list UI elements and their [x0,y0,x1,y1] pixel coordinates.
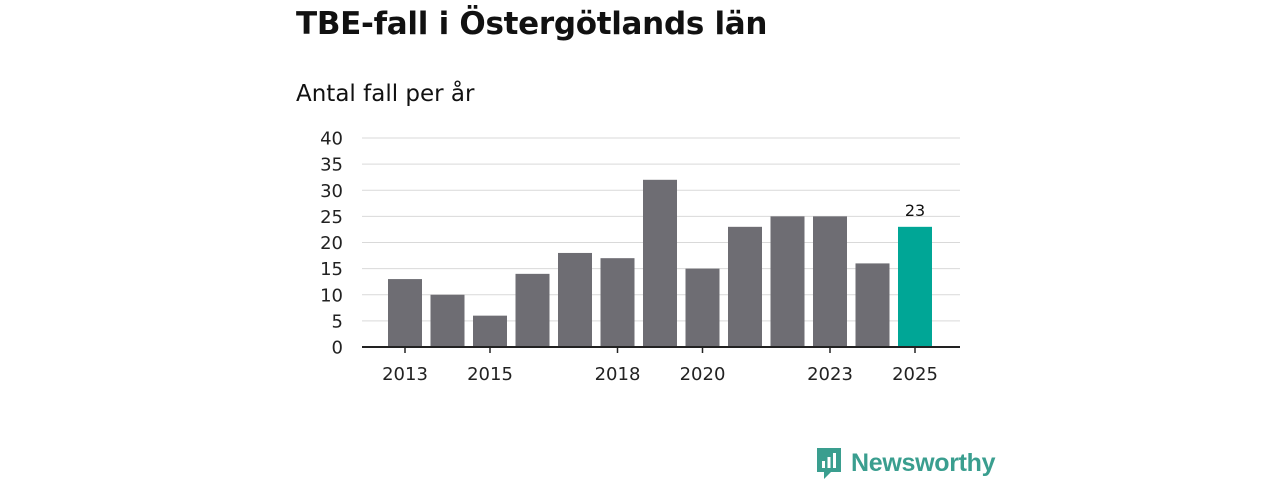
y-tick-label: 5 [332,311,343,332]
x-tick-label: 2023 [807,364,853,385]
y-tick-label: 40 [320,129,343,150]
y-tick-label: 10 [320,285,343,306]
newsworthy-logo-icon [817,448,841,479]
brand-logo: Newsworthy [815,446,996,480]
chart-subtitle: Antal fall per år [296,81,475,107]
value-label-2025: 23 [905,201,925,220]
bar-2020 [685,268,720,347]
bar-2025 [898,226,932,347]
bar-2021 [728,226,762,347]
bar-2018 [600,258,635,347]
bar-2016 [515,273,550,347]
bar-2019 [643,179,677,347]
y-tick-label: 25 [320,207,343,228]
x-tick-label: 2018 [595,364,641,385]
bar-2015 [473,315,507,347]
bar-2023 [813,216,847,347]
chart-title: TBE-fall i Östergötlands län [296,6,768,42]
bar-2024 [855,263,890,347]
brand-name: Newsworthy [851,448,996,477]
y-tick-label: 35 [320,155,343,176]
bar-2017 [558,252,592,347]
y-tick-label: 20 [320,233,343,254]
y-tick-label: 30 [320,181,343,202]
x-tick-label: 2013 [382,364,428,385]
x-tick-label: 2015 [467,364,513,385]
x-tick-label: 2020 [680,364,726,385]
bar-2013 [388,279,422,347]
x-tick-label: 2025 [892,364,938,385]
bar-2022 [770,216,805,347]
y-tick-label: 0 [332,338,343,359]
y-tick-label: 15 [320,259,343,280]
bar-2014 [430,294,465,347]
